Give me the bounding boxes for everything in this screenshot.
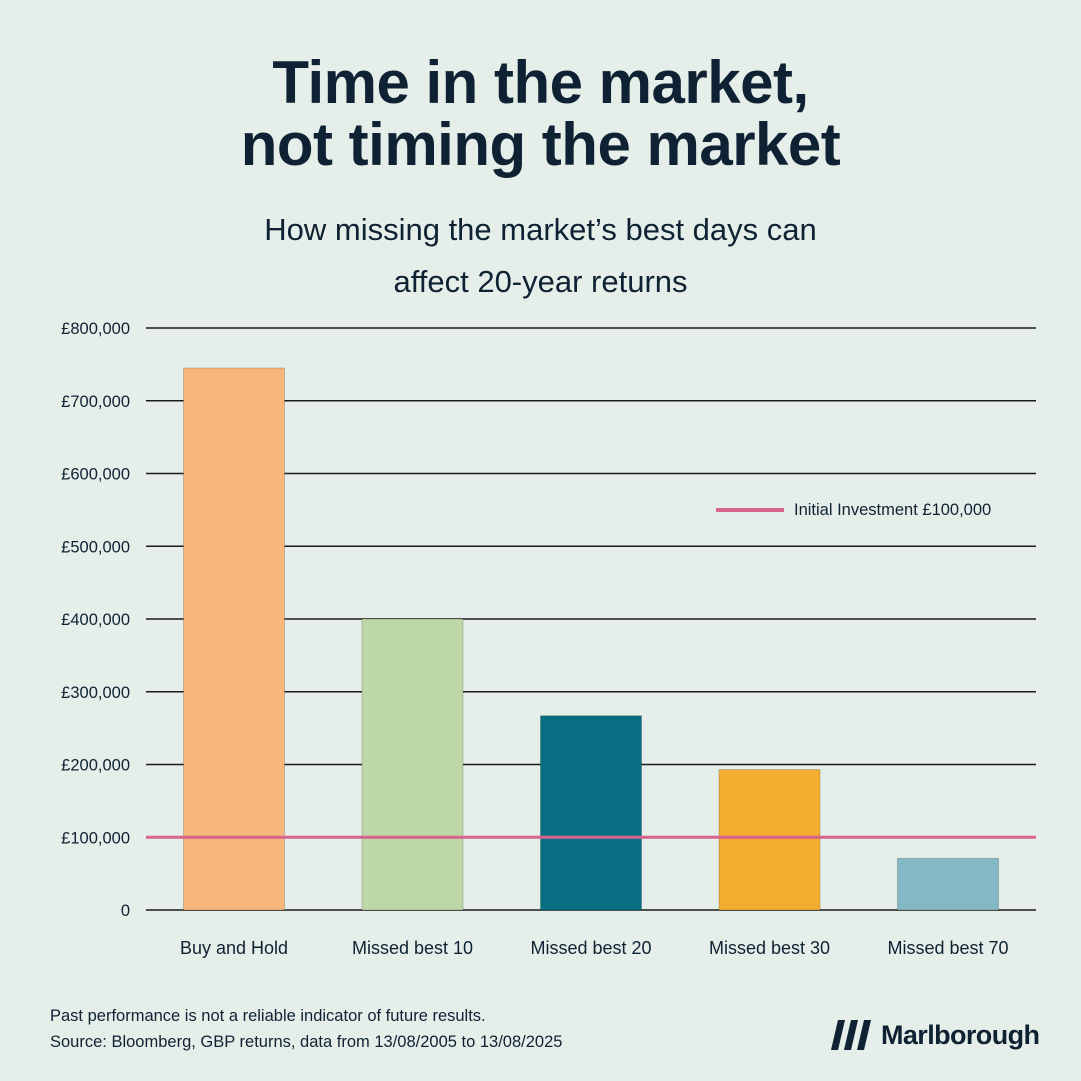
disclaimer-text: Past performance is not a reliable indic… — [50, 1007, 486, 1025]
chart-subtitle: How missing the market’s best days can a… — [0, 204, 1081, 308]
y-tick-label-0: 0 — [121, 902, 130, 920]
y-tick-label-1: £100,000 — [61, 829, 130, 847]
marlborough-logo-icon — [831, 1020, 871, 1050]
x-tick-label-4: Missed best 70 — [887, 938, 1008, 958]
chart-bars — [183, 367, 999, 911]
legend-label: Initial Investment £100,000 — [794, 501, 991, 519]
brand-name: Marlborough — [881, 1019, 1040, 1050]
bar-1 — [361, 618, 464, 911]
y-tick-label-7: £700,000 — [61, 393, 130, 411]
source-text: Source: Bloomberg, GBP returns, data fro… — [50, 1033, 563, 1051]
y-tick-label-2: £200,000 — [61, 757, 130, 775]
bar-3 — [718, 769, 821, 911]
x-tick-label-0: Buy and Hold — [180, 938, 288, 958]
x-tick-label-1: Missed best 10 — [352, 938, 473, 958]
x-tick-label-2: Missed best 20 — [530, 938, 651, 958]
y-axis-ticks: 0 £100,000 £200,000 £300,000 £400,000 £500,00… — [61, 320, 130, 920]
chart-title: Time in the market, not timing the marke… — [0, 52, 1081, 176]
subtitle-line-1: How missing the market’s best days can — [264, 212, 817, 247]
x-tick-label-3: Missed best 30 — [709, 938, 830, 958]
bar-2 — [540, 715, 642, 911]
y-tick-label-4: £400,000 — [61, 611, 130, 629]
x-axis-ticks: Buy and Hold Missed best 10 Missed best 20… — [180, 938, 1009, 958]
title-line-1: Time in the market, — [272, 49, 809, 116]
title-line-2: not timing the market — [240, 111, 841, 178]
y-tick-label-8: £800,000 — [61, 320, 130, 338]
bar-4 — [897, 857, 999, 911]
y-tick-label-3: £300,000 — [61, 684, 130, 702]
y-tick-label-6: £600,000 — [61, 466, 130, 484]
chart-legend: Initial Investment £100,000 — [716, 501, 991, 519]
bar-0 — [183, 367, 285, 911]
footnote: Past performance is not a reliable indic… — [50, 1003, 562, 1055]
y-tick-label-5: £500,000 — [61, 538, 130, 556]
subtitle-line-2: affect 20-year returns — [393, 264, 688, 299]
brand-logo: Marlborough — [829, 1018, 1040, 1052]
